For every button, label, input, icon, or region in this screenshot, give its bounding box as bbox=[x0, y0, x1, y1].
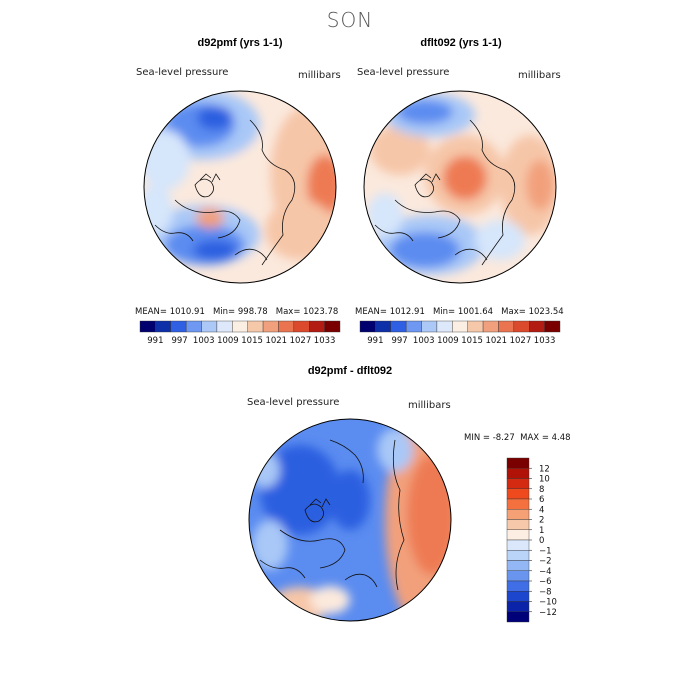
panel2-colorbar: 991 997 1003 1009 1015 1021 1027 1033 bbox=[359, 320, 561, 346]
colorbar-tick-label: 1015 bbox=[461, 336, 483, 346]
colorbar-swatch bbox=[513, 320, 530, 333]
colorbar-tick-label: 8 bbox=[539, 485, 544, 495]
colorbar-tick-label: 1027 bbox=[510, 336, 532, 346]
colorbar-tick-label: 1015 bbox=[241, 336, 263, 346]
colorbar-swatch bbox=[262, 320, 279, 333]
colorbar-swatch bbox=[201, 320, 218, 333]
colorbar-tick-label: −2 bbox=[539, 557, 552, 567]
colorbar-tick-label: 10 bbox=[539, 475, 550, 485]
colorbar-swatch bbox=[506, 580, 530, 592]
colorbar-tick-label: 1033 bbox=[534, 336, 556, 346]
colorbar-swatch bbox=[544, 320, 561, 333]
colorbar-tick-label: 1021 bbox=[485, 336, 507, 346]
colorbar-swatch bbox=[390, 320, 407, 333]
panel3-title: d92pmf - dflt092 bbox=[307, 365, 393, 377]
colorbar-swatch bbox=[452, 320, 468, 333]
colorbar-swatch bbox=[506, 478, 530, 489]
colorbar-swatch bbox=[247, 320, 264, 333]
panel2-map-border bbox=[363, 90, 557, 284]
colorbar-tick-label: 1009 bbox=[437, 336, 459, 346]
colorbar-tick-label: 1033 bbox=[314, 336, 336, 346]
colorbar-tick-label: 1003 bbox=[413, 336, 435, 346]
colorbar-swatch bbox=[506, 529, 530, 541]
colorbar-swatch bbox=[506, 509, 530, 520]
panel1-stats: MEAN= 1010.91 Min= 998.78 Max= 1023.78 bbox=[135, 307, 339, 317]
colorbar-swatch bbox=[293, 320, 310, 333]
colorbar-swatch bbox=[405, 320, 422, 333]
colorbar-swatch bbox=[506, 611, 530, 623]
colorbar-swatch bbox=[506, 550, 530, 561]
colorbar-swatch bbox=[506, 498, 530, 510]
colorbar-tick-label: −4 bbox=[539, 567, 552, 577]
colorbar-swatch bbox=[232, 320, 248, 333]
colorbar-swatch bbox=[278, 320, 295, 333]
panel3-map bbox=[249, 419, 451, 621]
panel3-stats: MIN = -8.27 MAX = 4.48 bbox=[464, 433, 571, 443]
panel2-map bbox=[364, 91, 556, 283]
colorbar-tick-label: 6 bbox=[539, 495, 544, 505]
figure-season-title: SON bbox=[326, 8, 374, 32]
colorbar-swatch bbox=[529, 320, 545, 333]
colorbar-tick-label: 997 bbox=[171, 336, 187, 346]
panel2-title: dflt092 (yrs 1-1) bbox=[420, 37, 502, 49]
colorbar-swatch bbox=[506, 488, 530, 500]
colorbar-swatch bbox=[170, 320, 187, 333]
colorbar-tick-label: 0 bbox=[539, 536, 544, 546]
colorbar-tick-label: 12 bbox=[539, 464, 550, 474]
panel1-map-border bbox=[143, 90, 337, 284]
panel1-units-label: millibars bbox=[298, 70, 341, 81]
colorbar-swatch bbox=[506, 560, 530, 571]
colorbar-swatch bbox=[506, 591, 530, 602]
colorbar-tick-label: 1009 bbox=[217, 336, 239, 346]
panel3-variable-label: Sea-level pressure bbox=[247, 397, 340, 408]
colorbar-swatch bbox=[506, 570, 530, 582]
colorbar-swatch bbox=[506, 519, 530, 530]
colorbar-swatch bbox=[482, 320, 499, 333]
colorbar-swatch bbox=[359, 320, 376, 333]
colorbar-swatch bbox=[155, 320, 171, 333]
colorbar-tick-label: 991 bbox=[367, 336, 383, 346]
colorbar-swatch bbox=[421, 320, 438, 333]
colorbar-swatch bbox=[216, 320, 233, 333]
colorbar-swatch bbox=[506, 601, 530, 612]
colorbar-swatch bbox=[467, 320, 484, 333]
panel2-variable-label: Sea-level pressure bbox=[357, 67, 450, 78]
colorbar-tick-label: −12 bbox=[539, 608, 557, 618]
colorbar-tick-label: −6 bbox=[539, 577, 552, 587]
colorbar-tick-label: 1027 bbox=[290, 336, 312, 346]
colorbar-tick-label: 4 bbox=[539, 505, 544, 515]
colorbar-tick-label: 1003 bbox=[193, 336, 215, 346]
panel3-units-label: millibars bbox=[408, 400, 451, 411]
colorbar-swatch bbox=[498, 320, 515, 333]
panel3-map-border bbox=[248, 418, 452, 622]
panel1-map bbox=[144, 91, 336, 283]
colorbar-tick-label: −10 bbox=[539, 598, 557, 608]
colorbar-tick-label: −1 bbox=[539, 546, 552, 556]
colorbar-swatch bbox=[506, 457, 530, 469]
colorbar-swatch bbox=[324, 320, 341, 333]
colorbar-swatch bbox=[436, 320, 453, 333]
colorbar-swatch bbox=[139, 320, 156, 333]
colorbar-tick-label: 997 bbox=[391, 336, 407, 346]
colorbar-swatch bbox=[309, 320, 325, 333]
colorbar-tick-label: 2 bbox=[539, 516, 544, 526]
colorbar-tick-label: 991 bbox=[147, 336, 163, 346]
colorbar-swatch bbox=[506, 468, 530, 479]
panel2-units-label: millibars bbox=[518, 70, 561, 81]
panel2-stats: MEAN= 1012.91 Min= 1001.64 Max= 1023.54 bbox=[355, 307, 564, 317]
colorbar-tick-label: 1 bbox=[539, 526, 544, 536]
colorbar-tick-label: 1021 bbox=[265, 336, 287, 346]
colorbar-swatch bbox=[185, 320, 202, 333]
colorbar-swatch bbox=[375, 320, 391, 333]
panel1-title: d92pmf (yrs 1-1) bbox=[197, 37, 283, 49]
panel1-colorbar: 991 997 1003 1009 1015 1021 1027 1033 bbox=[139, 320, 341, 346]
colorbar-tick-label: −8 bbox=[539, 587, 552, 597]
colorbar-swatch bbox=[506, 539, 530, 551]
panel1-variable-label: Sea-level pressure bbox=[136, 67, 229, 78]
